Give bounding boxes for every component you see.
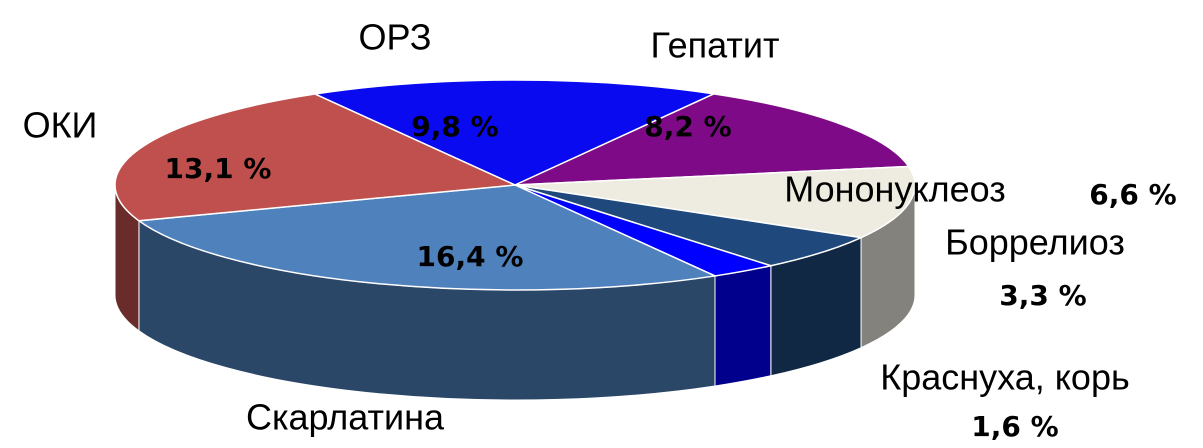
- slice: [514, 184, 864, 267]
- slice: [514, 165, 916, 239]
- category-label: Мононуклеоз: [784, 169, 1006, 210]
- slice-side: [714, 265, 772, 387]
- category-label: Краснуха, корь: [880, 357, 1129, 398]
- category-label: ОРЗ: [359, 17, 432, 58]
- category-label: Скарлатина: [246, 397, 445, 438]
- slice: [114, 93, 518, 222]
- value-label: 8,2 %: [644, 110, 731, 143]
- value-label: 13,1 %: [165, 152, 272, 185]
- slice: [514, 93, 911, 186]
- slice: [136, 184, 718, 291]
- value-label: 1,6 %: [971, 410, 1058, 443]
- value-label: 6,6 %: [1089, 178, 1176, 211]
- value-label: 3,3 %: [999, 279, 1086, 312]
- value-label: 9,8 %: [411, 110, 498, 143]
- value-label: 16,4 %: [417, 240, 524, 273]
- category-label: Гепатит: [651, 25, 780, 66]
- category-label: Боррелиоз: [945, 222, 1125, 263]
- category-label: ОКИ: [23, 105, 98, 146]
- slice: [312, 79, 717, 186]
